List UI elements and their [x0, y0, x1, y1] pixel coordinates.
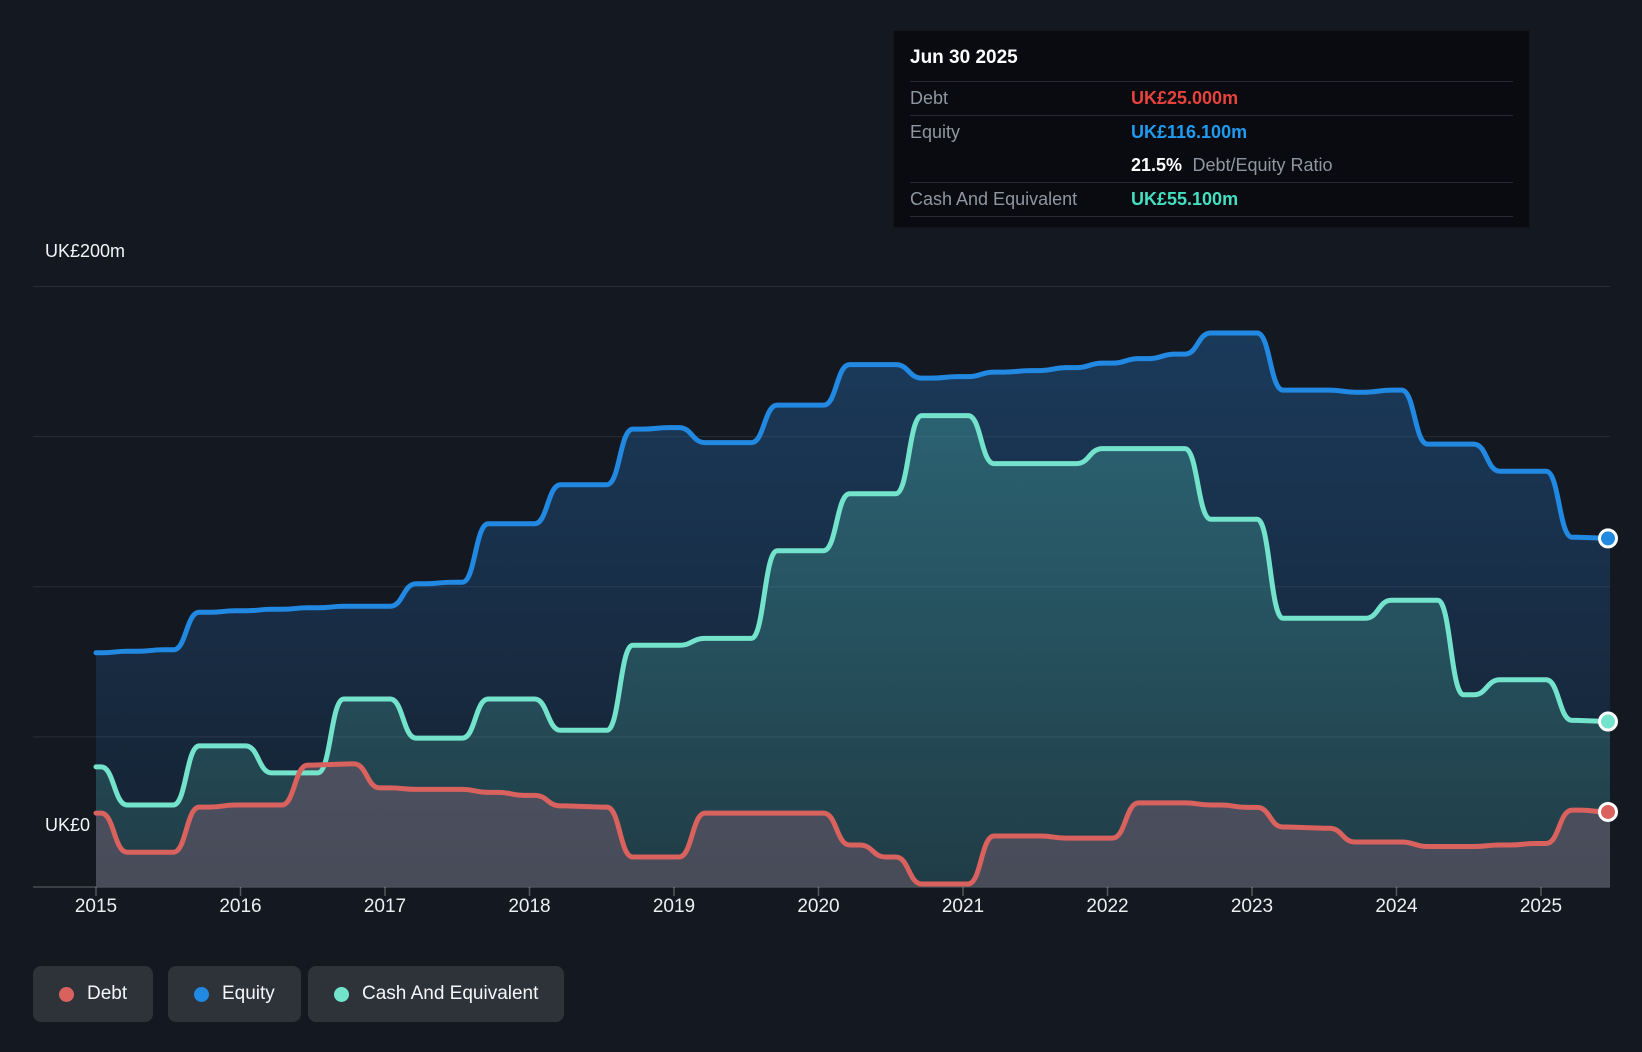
tooltip-ratio-label: Debt/Equity Ratio: [1192, 155, 1333, 175]
y-axis-max-label: UK£200m: [45, 241, 126, 261]
tooltip-cash-label: Cash And Equivalent: [910, 189, 1078, 209]
equity-end-dot: [1598, 528, 1618, 549]
x-axis-label: 2017: [364, 896, 406, 917]
x-axis-label: 2019: [653, 896, 695, 917]
x-axis-label: 2015: [75, 896, 117, 917]
x-axis-label: 2016: [219, 896, 261, 917]
legend-equity-label: Equity: [222, 983, 275, 1004]
tooltip-debt-label: Debt: [910, 88, 949, 108]
x-axis-label: 2021: [942, 896, 984, 917]
legend-cash-label: Cash And Equivalent: [362, 983, 539, 1004]
tooltip-row-equity: Equity UK£116.100m: [910, 115, 1513, 149]
cash-end-dot: [1598, 711, 1618, 732]
tooltip-row-debt: Debt UK£25.000m: [910, 81, 1513, 115]
tooltip-row-ratio: 21.5% Debt/Equity Ratio: [910, 149, 1513, 182]
tooltip-cash-value: UK£55.100m: [1131, 189, 1239, 209]
x-axis-label: 2020: [797, 896, 839, 917]
legend-debt-label: Debt: [87, 983, 128, 1004]
tooltip-debt-value: UK£25.000m: [1131, 88, 1239, 108]
tooltip-row-cash: Cash And Equivalent UK£55.100m: [910, 182, 1513, 217]
x-axis-label: 2024: [1375, 896, 1418, 917]
tooltip-equity-label: Equity: [910, 122, 961, 142]
debt-end-dot: [1598, 801, 1618, 822]
x-axis-label: 2023: [1231, 896, 1273, 917]
debt-line: [93, 761, 1613, 887]
x-axis-label: 2025: [1520, 896, 1562, 917]
cash-area: [96, 415, 1610, 887]
debt-area: [96, 763, 1610, 887]
tooltip-date: Jun 30 2025: [910, 47, 1018, 68]
tooltip-ratio-value: 21.5%: [1131, 155, 1183, 175]
x-axis-label: 2022: [1086, 896, 1128, 917]
x-axis-label: 2018: [508, 896, 550, 917]
legend-item-debt[interactable]: Debt: [33, 966, 154, 1022]
legend: Debt Equity Cash And Equivalent: [0, 966, 1642, 1022]
cash-dot-icon: [334, 986, 349, 1002]
tooltip: Jun 30 2025 Debt UK£25.000m Equity UK£11…: [893, 30, 1530, 228]
tooltip-equity-value: UK£116.100m: [1131, 122, 1248, 142]
y-axis-zero-label: UK£0: [45, 815, 91, 835]
equity-dot-icon: [194, 986, 209, 1002]
cash-line: [93, 413, 1613, 808]
legend-item-equity[interactable]: Equity: [168, 966, 301, 1022]
legend-item-cash[interactable]: Cash And Equivalent: [308, 966, 565, 1022]
debt-dot-icon: [59, 986, 74, 1002]
equity-line: [93, 330, 1613, 656]
